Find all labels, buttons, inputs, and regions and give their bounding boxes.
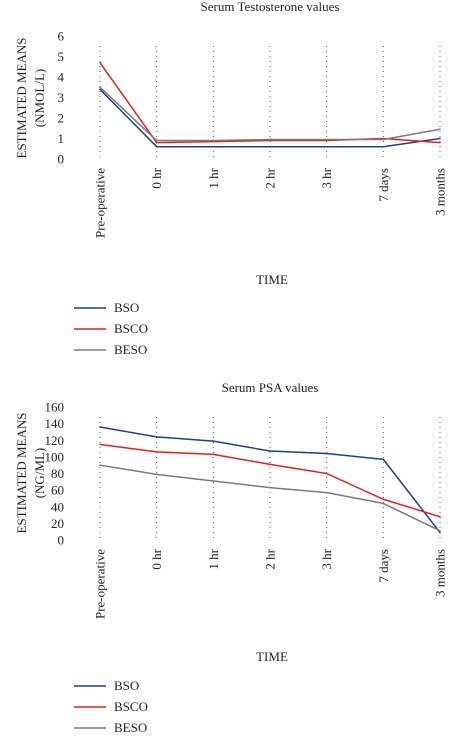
data-point (155, 436, 158, 438)
y-tick-label: 40 (51, 499, 64, 514)
y-tick-label: 120 (45, 433, 65, 448)
y-tick-label: 20 (51, 516, 64, 531)
data-point (325, 491, 328, 494)
data-point (439, 530, 441, 532)
y-tick-label: 2 (58, 111, 65, 126)
data-point (99, 88, 101, 91)
data-point (99, 443, 101, 446)
data-point (382, 138, 385, 141)
data-point (212, 139, 215, 142)
x-tick-label: 3 months (433, 549, 448, 597)
legend-label: BSO (114, 300, 139, 315)
data-point (269, 450, 271, 452)
x-tick-label: 3 hr (319, 167, 334, 188)
data-point (155, 139, 158, 142)
data-point (325, 145, 328, 148)
chart-title: Serum PSA values (222, 380, 319, 395)
x-tick-label: Pre-operative (93, 549, 108, 619)
data-point (155, 145, 158, 148)
y-axis-label: (NMOL/L) (32, 69, 47, 128)
data-point (99, 426, 101, 428)
data-point (439, 515, 441, 518)
y-axis-label: ESTIMATED MEANS (14, 413, 29, 534)
data-point (382, 502, 385, 505)
data-point (212, 453, 215, 456)
series-line-beso (99, 464, 441, 532)
y-tick-label: 6 (58, 29, 65, 44)
x-tick-label: 3 hr (319, 548, 334, 569)
legend-label: BSCO (114, 699, 148, 714)
data-point (269, 138, 271, 141)
x-tick-label: 7 days (376, 168, 391, 202)
legend-label: BESO (114, 720, 147, 735)
x-tick-label: 7 days (376, 549, 391, 583)
legend-label: BSO (114, 678, 139, 693)
series-line-beso (99, 86, 441, 142)
x-tick-label: 2 hr (263, 548, 278, 569)
y-tick-label: 160 (45, 400, 65, 415)
data-point (439, 137, 441, 140)
data-point (212, 440, 215, 442)
x-axis-label: TIME (256, 649, 288, 664)
x-tick-label: 0 hr (149, 548, 164, 569)
data-point (212, 480, 215, 482)
data-point (325, 452, 328, 455)
x-tick-label: 0 hr (149, 167, 164, 188)
data-point (269, 486, 271, 489)
y-tick-label: 4 (58, 70, 65, 85)
data-point (382, 498, 385, 501)
y-axis-label: ESTIMATED MEANS (14, 38, 29, 159)
data-point (212, 145, 215, 148)
y-axis-label: (NG/ML) (32, 448, 47, 499)
chart-title: Serum Testosterone values (201, 0, 340, 14)
x-tick-label: Pre-operative (93, 168, 108, 238)
y-tick-label: 140 (45, 416, 65, 431)
y-tick-label: 0 (58, 533, 65, 548)
x-tick-label: 2 hr (263, 167, 278, 188)
data-point (439, 128, 441, 131)
y-tick-label: 60 (51, 483, 64, 498)
data-point (99, 61, 101, 64)
data-point (155, 141, 158, 144)
data-point (99, 86, 101, 89)
data-point (325, 472, 328, 475)
y-tick-label: 1 (58, 131, 65, 146)
legend-label: BSCO (114, 321, 148, 336)
y-tick-label: 5 (58, 49, 65, 64)
data-point (382, 458, 385, 461)
legend-label: BESO (114, 342, 147, 357)
data-point (382, 145, 385, 148)
data-point (269, 463, 271, 466)
x-tick-label: 1 hr (206, 167, 221, 188)
data-point (269, 145, 271, 148)
data-point (99, 464, 101, 466)
x-tick-label: 3 months (433, 168, 448, 216)
x-axis-label: TIME (256, 272, 288, 287)
chart-0: Serum Testosterone values ESTIMATED MEANS… (14, 0, 448, 357)
data-point (325, 138, 328, 141)
y-tick-label: 80 (51, 466, 64, 481)
chart-1: Serum PSA values ESTIMATED MEANS (NG/ML) 0 2… (14, 380, 448, 735)
x-tick-label: 1 hr (206, 548, 221, 569)
data-point (155, 451, 158, 453)
y-tick-label: 0 (58, 152, 65, 167)
data-point (155, 473, 158, 476)
y-tick-label: 100 (45, 449, 65, 464)
series-line-bsco (99, 62, 441, 144)
data-point (439, 531, 441, 534)
y-tick-label: 3 (58, 90, 65, 105)
data-point (439, 141, 441, 144)
